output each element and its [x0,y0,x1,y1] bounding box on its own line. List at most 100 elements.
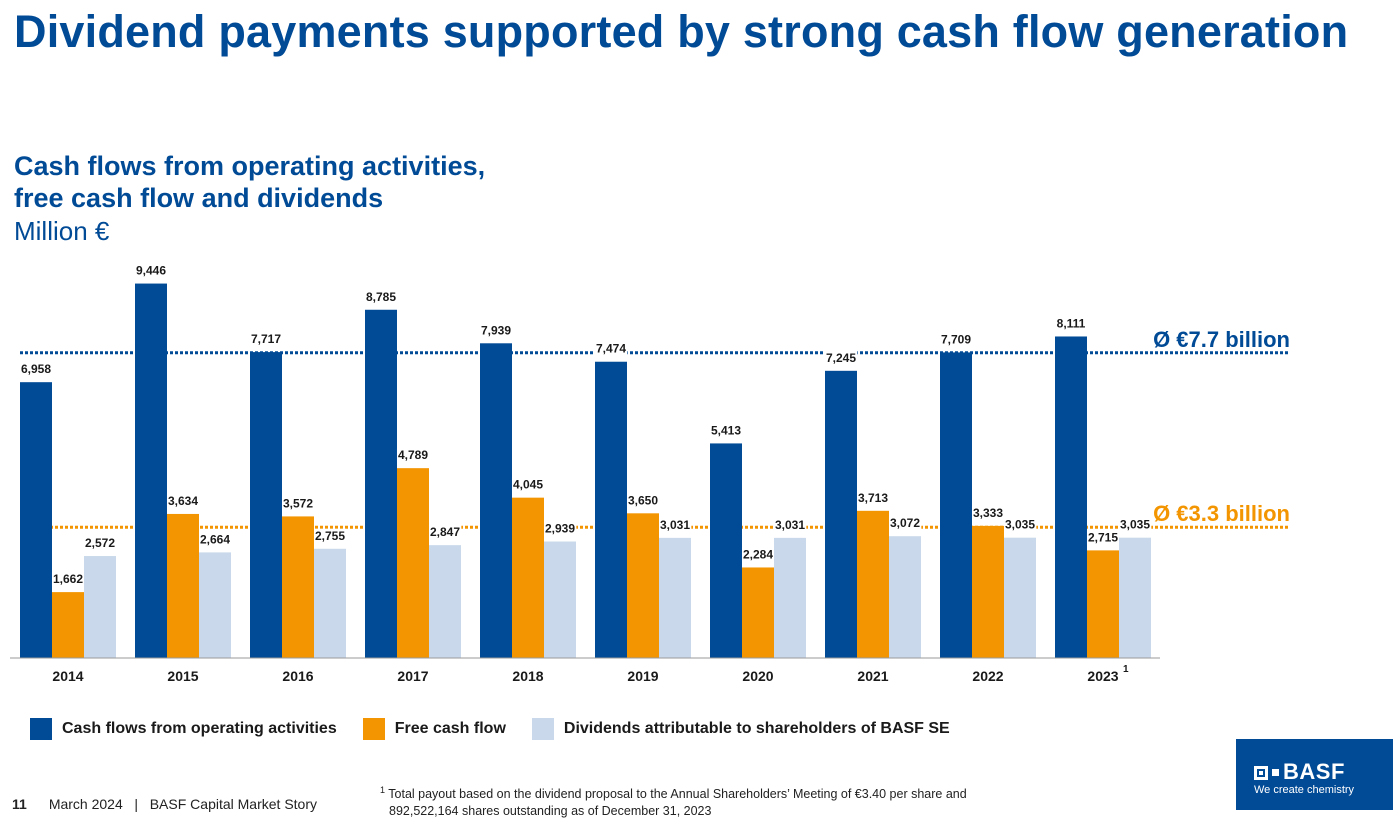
data-label-bg-2021-series-2 [888,516,922,531]
data-label-2022-series-2: 3,035 [1005,518,1035,532]
data-label-2016-series-2: 2,755 [315,529,345,543]
bar-2022-series-2 [1004,537,1036,658]
data-label-bg-2016-series-0 [249,332,283,347]
data-label-2016-series-1: 3,572 [283,496,313,510]
legend-swatch-free-cash-flow [362,718,385,740]
bar-2021-series-0 [825,370,857,658]
legend-label-dividends: Dividends attributable to shareholders o… [563,720,950,737]
data-label-2014-series-2: 2,572 [85,536,115,550]
data-label-bg-2020-series-1 [741,547,775,562]
bar-2020-series-0 [710,443,742,658]
data-label-2022-series-1: 3,333 [973,506,1003,520]
legend-item-dividends: Dividends attributable to shareholders o… [531,718,950,740]
data-label-bg-2017-series-1 [396,448,430,463]
bar-2022-series-1 [972,525,1004,658]
data-label-bg-2023-series-1 [1086,530,1120,545]
data-label-2020-series-2: 3,031 [775,518,805,532]
x-tick-label-2022: 2022 [972,668,1003,684]
x-tick-label-2020: 2020 [742,668,773,684]
data-label-2017-series-0: 8,785 [366,290,396,304]
bar-2023-series-2 [1119,537,1151,658]
chart-subtitle-line-2: free cash flow and dividends [14,183,384,213]
data-label-2023-series-2: 3,035 [1120,518,1150,532]
legend-item-free-cash-flow: Free cash flow [362,718,506,740]
footnote-line-1: Total payout based on the dividend propo… [388,787,967,802]
data-label-2023-series-0: 8,111 [1057,316,1086,330]
legend-swatch-dividends [531,718,554,740]
bar-2019-series-1 [627,513,659,658]
x-tick-label-2023: 2023 [1087,668,1118,684]
data-label-bg-2021-series-1 [856,490,890,505]
legend-label-free-cash-flow: Free cash flow [394,720,506,737]
x-tick-label-2021: 2021 [857,668,888,684]
legend-item-operating-cash-flow: Cash flows from operating activities [30,718,337,740]
data-label-bg-2018-series-1 [511,477,545,492]
data-label-bg-2017-series-2 [428,525,462,540]
data-label-bg-2015-series-0 [134,263,168,278]
data-label-2021-series-2: 3,072 [890,516,920,530]
data-label-bg-2016-series-1 [281,496,315,511]
data-label-bg-2022-series-1 [971,505,1005,520]
footnote-line-2: 892,522,164 shares outstanding as of Dec… [389,804,712,819]
page-title: Dividend payments supported by strong ca… [14,6,1349,57]
data-label-2021-series-1: 3,713 [858,491,888,505]
bar-2023-series-1 [1087,550,1119,658]
data-label-2018-series-1: 4,045 [513,478,543,492]
basf-dash-icon [1272,769,1279,776]
basf-tagline: We create chemistry [1254,784,1355,796]
data-label-2019-series-2: 3,031 [660,518,690,532]
footer-text: March 2024 | BASF Capital Market Story [48,796,317,812]
page-number: 11 [12,796,27,812]
data-label-bg-2022-series-2 [1003,517,1037,532]
data-label-bg-2014-series-0 [19,362,53,377]
basf-logo: BASF We create chemistry [1236,739,1393,810]
data-label-2019-series-1: 3,650 [628,493,658,507]
data-label-2015-series-1: 3,634 [168,494,198,508]
x-tick-superscript-2023: 1 [1123,664,1129,675]
x-tick-label-2015: 2015 [167,668,198,684]
data-label-bg-2015-series-1 [166,493,200,508]
data-label-2015-series-0: 9,446 [136,264,166,278]
data-label-2020-series-0: 5,413 [711,423,741,437]
data-label-2014-series-0: 6,958 [21,362,51,376]
footer: 11 March 2024 | BASF Capital Market Story [12,796,317,812]
bar-2016-series-1 [282,516,314,658]
data-label-2017-series-2: 2,847 [430,525,460,539]
data-label-2014-series-1: 1,662 [53,572,83,586]
bar-2020-series-1 [742,567,774,658]
bar-2022-series-0 [940,352,972,658]
bar-2015-series-0 [135,283,167,658]
bar-2021-series-2 [889,536,921,658]
legend-label-operating-cash-flow: Cash flows from operating activities [62,720,337,737]
basf-logo-mark: BASF [1254,759,1345,785]
chart-subtitle-line-1: Cash flows from operating activities, [14,151,486,181]
bar-2017-series-0 [365,309,397,658]
data-label-2020-series-1: 2,284 [743,547,773,561]
data-label-2015-series-2: 2,664 [200,532,230,546]
bar-2016-series-2 [314,548,346,658]
bar-2015-series-1 [167,513,199,658]
bar-chart: Ø €7.7 billion Ø €3.3 billion 6,958 1,662 2,… [10,263,1290,684]
data-label-2017-series-1: 4,789 [398,448,428,462]
x-tick-label-2014: 2014 [52,668,83,684]
chart-legend: Cash flows from operating activities Fre… [30,718,976,740]
bar-2023-series-0 [1055,336,1087,658]
x-tick-label-2019: 2019 [627,668,658,684]
reference-line-label-0: Ø €7.7 billion [1153,327,1290,352]
data-label-bg-2015-series-2 [198,532,232,547]
bar-2019-series-0 [595,361,627,658]
data-label-2016-series-0: 7,717 [251,332,281,346]
footnote-mark: 1 [380,785,386,795]
basf-square-icon [1254,766,1268,780]
bar-2020-series-2 [774,537,806,658]
chart-unit: Million € [14,216,110,246]
data-label-bg-2020-series-2 [773,517,807,532]
bar-2021-series-1 [857,510,889,658]
data-label-2021-series-0: 7,245 [826,351,856,365]
data-label-bg-2018-series-0 [479,323,513,338]
reference-line-label-1: Ø €3.3 billion [1153,501,1290,526]
data-label-bg-2021-series-0 [824,350,858,365]
data-label-bg-2019-series-0 [594,341,628,356]
data-label-bg-2014-series-2 [83,536,117,551]
data-label-2022-series-0: 7,709 [941,332,971,346]
